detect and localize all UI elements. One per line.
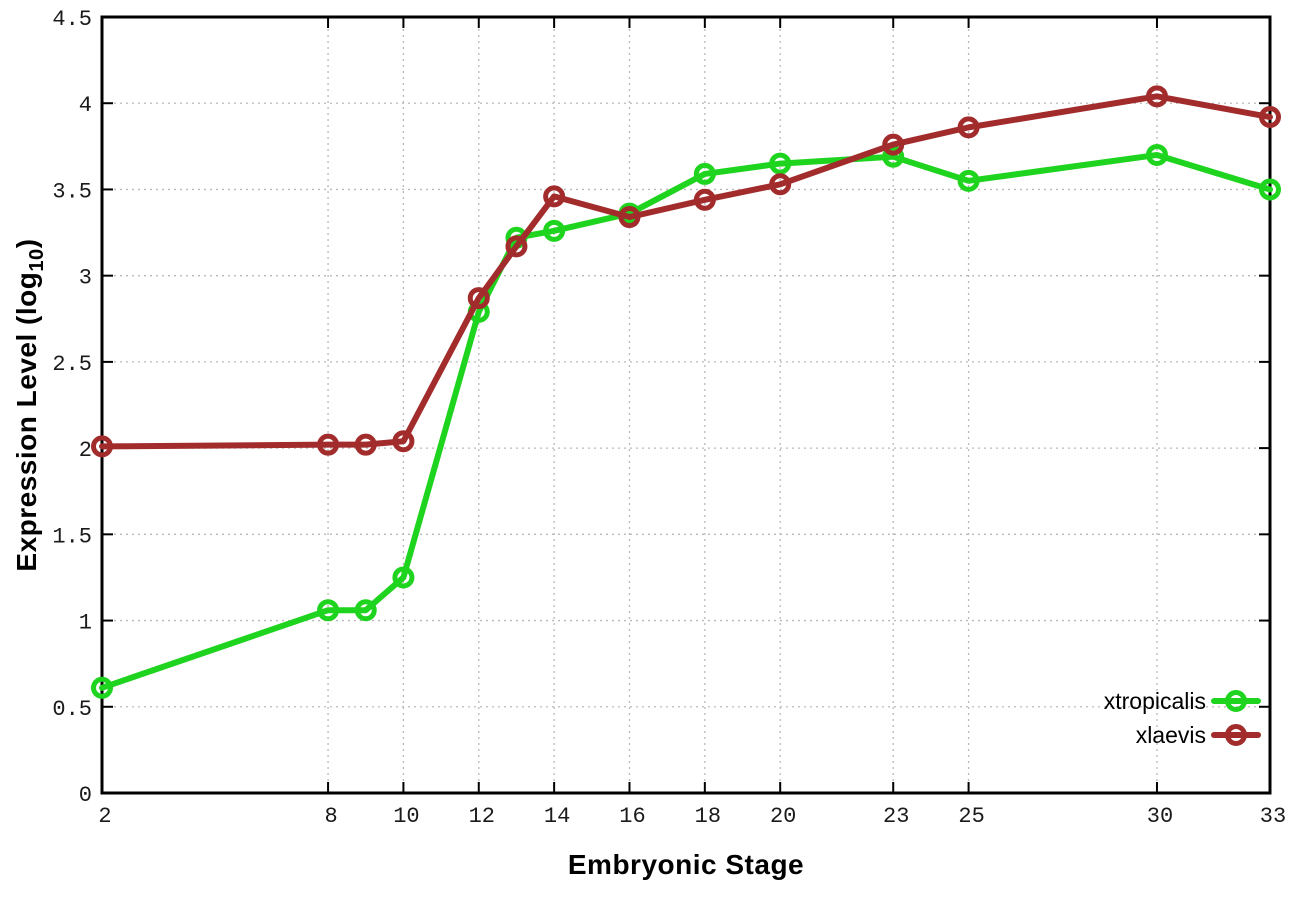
plot-border	[100, 15, 1272, 795]
x-tick-label-30: 30	[1147, 804, 1173, 829]
data-point-xtropicalis-stage-30	[1145, 143, 1168, 166]
y-tick-label-1: 1	[79, 611, 92, 636]
x-tick-label-25: 25	[958, 804, 984, 829]
y-axis-title: Expression Level (log10)	[11, 238, 49, 571]
y-axis-title-subscript: 10	[25, 248, 48, 272]
data-point-xlaevis-stage-13	[505, 235, 528, 258]
data-point-xlaevis-stage-16	[618, 206, 641, 229]
x-tick-label-23: 23	[883, 804, 909, 829]
data-point-xlaevis-stage-8	[317, 433, 340, 456]
data-point-xtropicalis-stage-23	[882, 145, 905, 168]
x-axis-title: Embryonic Stage	[568, 849, 804, 881]
legend-marker-xlaevis	[1225, 724, 1247, 746]
legend-marker-xtropicalis	[1225, 690, 1247, 712]
x-tick-label-10: 10	[393, 804, 419, 829]
y-tick-label-3: 3	[79, 266, 92, 291]
data-point-xtropicalis-stage-20	[769, 152, 792, 175]
x-tick-label-14: 14	[544, 804, 570, 829]
data-point-xlaevis-stage-23	[882, 133, 905, 156]
x-tick-label-8: 8	[324, 804, 337, 829]
data-point-xtropicalis-stage-9	[354, 599, 377, 622]
data-point-xtropicalis-stage-25	[957, 169, 980, 192]
x-tick-label-18: 18	[695, 804, 721, 829]
data-point-xlaevis-stage-33	[1259, 106, 1281, 129]
data-point-xtropicalis-stage-18	[693, 162, 716, 185]
y-tick-label-4: 4	[79, 93, 92, 118]
y-tick-label-1.5: 1.5	[52, 524, 92, 549]
data-point-xlaevis-stage-12	[467, 287, 490, 310]
x-axis-title-text: Embryonic Stage	[567, 849, 805, 880]
series-line-xlaevis	[99, 93, 1273, 450]
data-point-xlaevis-stage-9	[354, 433, 377, 456]
y-tick-label-0: 0	[79, 783, 92, 808]
x-tick-label-33: 33	[1260, 804, 1286, 829]
legend-label-xlaevis: xlaevis	[1136, 722, 1206, 748]
y-axis-title-suffix: )	[11, 238, 43, 249]
y-tick-label-3.5: 3.5	[52, 179, 92, 204]
y-tick-label-4.5: 4.5	[52, 7, 92, 32]
series-line-xtropicalis	[99, 151, 1273, 691]
data-point-xtropicalis-stage-14	[543, 219, 566, 242]
data-point-xtropicalis-stage-33	[1259, 178, 1281, 201]
data-point-xlaevis-stage-18	[693, 188, 716, 211]
data-point-xlaevis-stage-2	[91, 435, 113, 458]
data-point-xtropicalis-stage-8	[317, 599, 340, 622]
y-tick-label-0.5: 0.5	[52, 697, 92, 722]
y-tick-label-2: 2	[79, 438, 92, 463]
y-axis-title-text: Expression Level (log	[11, 271, 43, 572]
legend-label-xtropicalis: xtropicalis	[1104, 688, 1206, 714]
x-tick-label-20: 20	[770, 804, 796, 829]
data-point-xlaevis-stage-10	[392, 430, 415, 453]
x-tick-label-12: 12	[469, 804, 495, 829]
data-point-xtropicalis-stage-2	[91, 676, 113, 699]
data-point-xlaevis-stage-30	[1145, 85, 1168, 108]
data-point-xtropicalis-stage-10	[392, 566, 415, 589]
y-tick-label-2.5: 2.5	[52, 352, 92, 377]
data-point-xlaevis-stage-14	[543, 185, 566, 208]
data-point-xlaevis-stage-25	[957, 116, 980, 139]
data-point-xlaevis-stage-20	[769, 173, 792, 196]
x-tick-label-2: 2	[98, 804, 111, 829]
x-tick-label-16: 16	[619, 804, 645, 829]
